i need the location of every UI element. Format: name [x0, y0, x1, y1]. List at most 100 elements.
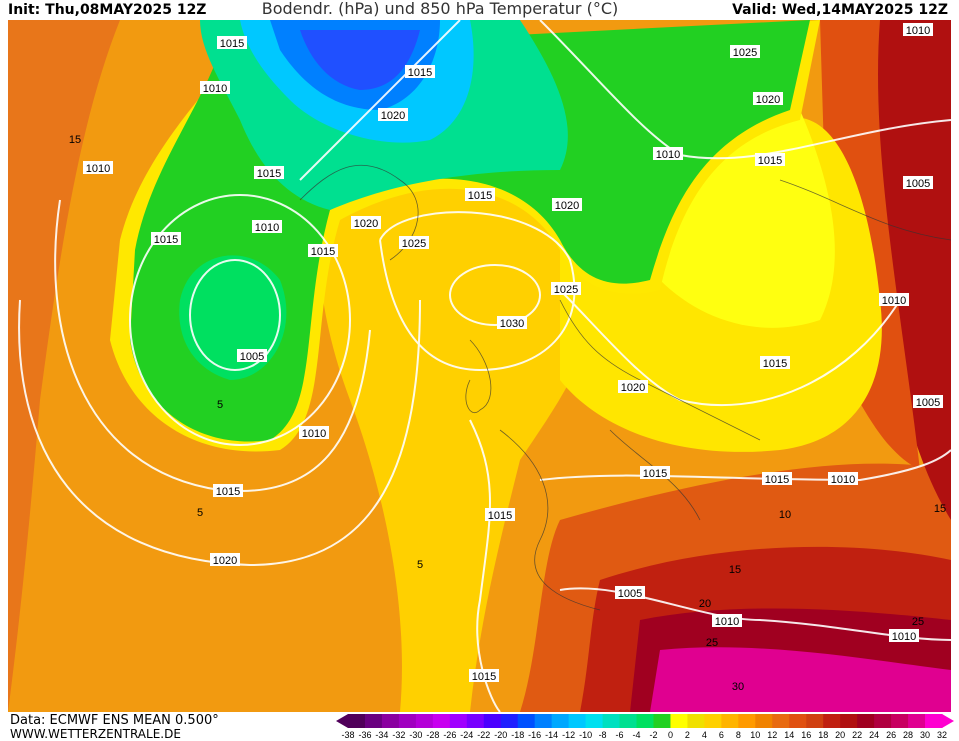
- isobar-label: 1010: [203, 83, 227, 95]
- isobar-label: 1015: [408, 67, 432, 79]
- colorbar-bin: [398, 714, 417, 728]
- isobar-label: 1015: [765, 474, 789, 486]
- isotherm-label: 15: [934, 503, 946, 515]
- isobar-label: 1005: [906, 178, 930, 190]
- colorbar-bin: [925, 714, 943, 728]
- isobar-label: 1010: [656, 149, 680, 161]
- colorbar-tick-label: 16: [801, 730, 811, 740]
- colorbar-bin: [619, 714, 638, 728]
- colorbar-tick-label: -26: [443, 730, 456, 740]
- isobar-label: 1005: [916, 397, 940, 409]
- colorbar-tick-label: -36: [358, 730, 371, 740]
- colorbar-tick-label: -2: [649, 730, 657, 740]
- isobar-label: 1020: [756, 94, 780, 106]
- isobar-label: 1010: [892, 631, 916, 643]
- colorbar-tick-label: -4: [633, 730, 641, 740]
- isotherm-label: 30: [732, 681, 744, 693]
- colorbar-tick-label: -18: [511, 730, 524, 740]
- isobar-label-box: [755, 153, 785, 166]
- colorbar-bin: [857, 714, 875, 728]
- isobar-label: 1020: [354, 218, 378, 230]
- isobar-label-box: [760, 356, 790, 369]
- valid-time: Valid: Wed,14MAY2025 12Z: [732, 2, 948, 18]
- isobar-label: 1015: [763, 358, 787, 370]
- isotherm-label: 25: [912, 616, 924, 628]
- isobar-label-box: [497, 316, 527, 329]
- colorbar-tick-label: 30: [920, 730, 930, 740]
- colorbar-bin: [568, 714, 587, 728]
- colorbar-tick-label: 20: [835, 730, 845, 740]
- isobar-label-box: [889, 629, 919, 642]
- colorbar-tick-label: 28: [903, 730, 913, 740]
- colorbar-bin: [670, 714, 688, 728]
- colorbar-tick-label: 32: [937, 730, 947, 740]
- colorbar-tick-label: 0: [668, 730, 673, 740]
- colorbar-bin: [840, 714, 858, 728]
- isobar-label-box: [351, 216, 381, 229]
- colorbar-tick-label: -20: [494, 730, 507, 740]
- colorbar-tick-label: -28: [426, 730, 439, 740]
- isobar-label-box: [151, 232, 181, 245]
- colorbar-tick-label: 24: [869, 730, 879, 740]
- isobar-label-box: [712, 614, 742, 627]
- isotherm-label: 10: [779, 509, 791, 521]
- colorbar-bin: [517, 714, 536, 728]
- isobar-label: 1015: [488, 510, 512, 522]
- isobar-label-box: [399, 236, 429, 249]
- isobar-label: 1015: [472, 671, 496, 683]
- colorbar-bin: [891, 714, 909, 728]
- isobar-label-box: [254, 166, 284, 179]
- colorbar-bin: [364, 714, 383, 728]
- map: [8, 20, 951, 712]
- colorbar-bin: [755, 714, 773, 728]
- colorbar-bin: [704, 714, 722, 728]
- colorbar-bin: [449, 714, 468, 728]
- isobar-label-box: [485, 508, 515, 521]
- colorbar-tick-label: -24: [460, 730, 473, 740]
- colorbar-bin: [908, 714, 926, 728]
- isobar-label-box: [879, 293, 909, 306]
- isobar-label-box: [83, 161, 113, 174]
- isobar-label: 1015: [257, 168, 281, 180]
- isotherm-label: 20: [699, 598, 711, 610]
- isobar-label-box: [213, 484, 243, 497]
- isobar-label: 1025: [402, 238, 426, 250]
- isobar-label: 1030: [500, 318, 524, 330]
- isobar-label-box: [615, 586, 645, 599]
- colorbar-tick-label: 22: [852, 730, 862, 740]
- isobar-label-box: [551, 282, 581, 295]
- isobar-label: 1020: [381, 110, 405, 122]
- isobar-label-box: [308, 244, 338, 257]
- colorbar-tick-label: -38: [341, 730, 354, 740]
- isobar-label: 1010: [715, 616, 739, 628]
- colorbar-bin: [432, 714, 451, 728]
- isobar-label: 1015: [311, 246, 335, 258]
- colorbar-tick-label: 26: [886, 730, 896, 740]
- colorbar-bin: [653, 714, 671, 728]
- colorbar-tick-label: -32: [392, 730, 405, 740]
- colorbar-tick-label: -12: [562, 730, 575, 740]
- colorbar-bin: [500, 714, 519, 728]
- isobar-label-box: [405, 65, 435, 78]
- colorbar-bin: [636, 714, 654, 728]
- isobar-label-box: [552, 198, 582, 211]
- colorbar-bin: [381, 714, 400, 728]
- colorbar-bin: [687, 714, 705, 728]
- init-time: Init: Thu,08MAY2025 12Z: [8, 2, 206, 18]
- colorbar: -38 -36 -34 -32 -30 -28 -26 -24 -22 -20 -18 -16 -14-…: [336, 714, 954, 740]
- colorbar-arrow-left: [336, 714, 348, 728]
- isotherm-label: 25: [706, 637, 718, 649]
- data-source: Data: ECMWF ENS MEAN 0.500°: [10, 713, 219, 728]
- isobar-label: 1005: [240, 351, 264, 363]
- colorbar-bin: [602, 714, 621, 728]
- isobar-label-box: [252, 220, 282, 233]
- colorbar-bin: [823, 714, 841, 728]
- isobar-label: 1015: [643, 468, 667, 480]
- colorbar-tick-label: 6: [719, 730, 724, 740]
- colorbar-bin: [466, 714, 485, 728]
- isobar-label: 1015: [468, 190, 492, 202]
- isobar-label: 1010: [86, 163, 110, 175]
- colorbar-bin: [772, 714, 790, 728]
